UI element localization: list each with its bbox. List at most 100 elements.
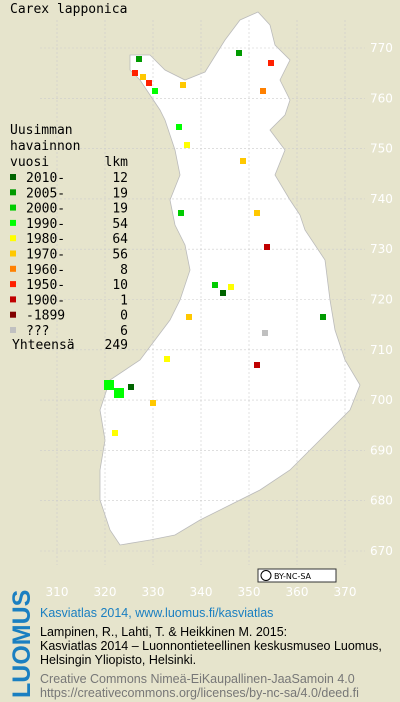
x-label: 330 xyxy=(142,585,165,599)
observation xyxy=(164,356,170,362)
legend-swatch xyxy=(10,204,16,211)
license-badge xyxy=(257,568,337,583)
observation xyxy=(132,70,138,76)
observation xyxy=(220,290,226,296)
legend-swatch xyxy=(10,189,16,196)
legend-count: 12 xyxy=(112,171,128,186)
legend-label: 1950- xyxy=(26,278,65,293)
legend-swatch xyxy=(10,174,16,180)
legend-label: 1960- xyxy=(26,263,65,278)
observation xyxy=(320,314,326,320)
map-title: Carex lapponica xyxy=(10,2,127,17)
x-label: 320 xyxy=(94,585,117,599)
legend-swatch xyxy=(10,281,16,288)
observation xyxy=(112,430,118,436)
total-label: Yhteensä xyxy=(12,338,75,353)
observation xyxy=(254,210,260,216)
legend-count: 56 xyxy=(112,248,128,263)
citation-line: Kasviatlas 2014 – Luonnontieteellinen ke… xyxy=(40,639,382,653)
observation xyxy=(140,74,146,80)
legend-label: -1899 xyxy=(26,309,65,324)
x-label: 350 xyxy=(238,585,261,599)
y-label: 760 xyxy=(370,91,393,105)
legend-swatch xyxy=(10,311,16,318)
observation xyxy=(114,388,124,398)
observation xyxy=(178,210,184,216)
axis-labels: 310 320 330 340 350 360 370 770 760 750 740 730 720 7… xyxy=(46,41,393,599)
legend-count: 0 xyxy=(120,309,128,324)
y-label: 730 xyxy=(370,242,393,256)
badge-text: BY-NC-SA xyxy=(274,572,312,581)
footer: Lampinen, R., Lahti, T. & Heikkinen M. 2… xyxy=(40,625,382,700)
license-line: https://creativecommons.org/licenses/by-… xyxy=(40,686,359,700)
legend-label: 2000- xyxy=(26,202,65,217)
observation xyxy=(104,380,114,390)
grid xyxy=(40,20,365,565)
observation xyxy=(136,56,142,62)
legend-count: 54 xyxy=(112,217,128,232)
license-line: Creative Commons Nimeä-EiKaupallinen-Jaa… xyxy=(40,672,355,686)
y-label: 740 xyxy=(370,192,393,206)
legend-swatch xyxy=(10,250,16,257)
observation xyxy=(262,330,268,336)
legend-swatch xyxy=(10,265,16,272)
legend-heading: vuosi xyxy=(10,155,49,170)
legend-label: 1990- xyxy=(26,217,65,232)
y-label: 770 xyxy=(370,41,393,55)
legend-count: 1 xyxy=(120,293,128,308)
observation xyxy=(268,60,274,66)
observation xyxy=(228,284,234,290)
legend-heading: Uusimman xyxy=(10,123,73,138)
observation xyxy=(150,400,156,406)
observations xyxy=(104,50,326,436)
observation xyxy=(176,124,182,130)
legend-label: ??? xyxy=(26,324,49,339)
legend-label: 1900- xyxy=(26,293,65,308)
x-label: 340 xyxy=(190,585,213,599)
legend-swatch xyxy=(10,235,16,242)
observation xyxy=(186,314,192,320)
legend-swatch xyxy=(10,327,16,333)
observation xyxy=(180,82,186,88)
y-label: 700 xyxy=(370,393,393,407)
legend-count: 64 xyxy=(112,232,128,247)
observation xyxy=(184,142,190,148)
x-label: 370 xyxy=(334,585,357,599)
legend-count: 19 xyxy=(112,202,128,217)
legend-label: 2005- xyxy=(26,186,65,201)
y-label: 690 xyxy=(370,443,393,457)
observation xyxy=(128,384,134,390)
legend-label: 2010- xyxy=(26,171,65,186)
legend-swatch xyxy=(10,296,16,303)
finland-outline xyxy=(99,11,361,546)
observation xyxy=(146,80,152,86)
cc-icon xyxy=(260,570,272,581)
citation-line: Lampinen, R., Lahti, T. & Heikkinen M. 2… xyxy=(40,625,287,639)
legend-count-heading: lkm xyxy=(105,155,129,170)
logo: LUOMUS xyxy=(8,590,36,698)
observation xyxy=(212,282,218,288)
legend-count: 8 xyxy=(120,263,128,278)
x-label: 360 xyxy=(286,585,309,599)
y-label: 680 xyxy=(370,494,393,508)
legend-count: 19 xyxy=(112,186,128,201)
legend-count: 10 xyxy=(112,278,128,293)
citation-line: Helsingin Yliopisto, Helsinki. xyxy=(40,653,196,667)
atlas-link: Kasviatlas 2014, www.luomus.fi/kasviatla… xyxy=(40,606,273,620)
observation xyxy=(254,362,260,368)
legend-count: 6 xyxy=(120,324,128,339)
legend-label: 1980- xyxy=(26,232,65,247)
observation xyxy=(264,244,270,250)
y-label: 720 xyxy=(370,293,393,307)
y-label: 750 xyxy=(370,142,393,156)
legend-label: 1970- xyxy=(26,248,65,263)
legend-heading: havainnon xyxy=(10,139,80,154)
legend-swatch xyxy=(10,219,16,226)
observation xyxy=(152,88,158,94)
observation xyxy=(236,50,242,56)
total-count: 249 xyxy=(105,338,128,353)
observation xyxy=(240,158,246,164)
y-label: 710 xyxy=(370,343,393,357)
